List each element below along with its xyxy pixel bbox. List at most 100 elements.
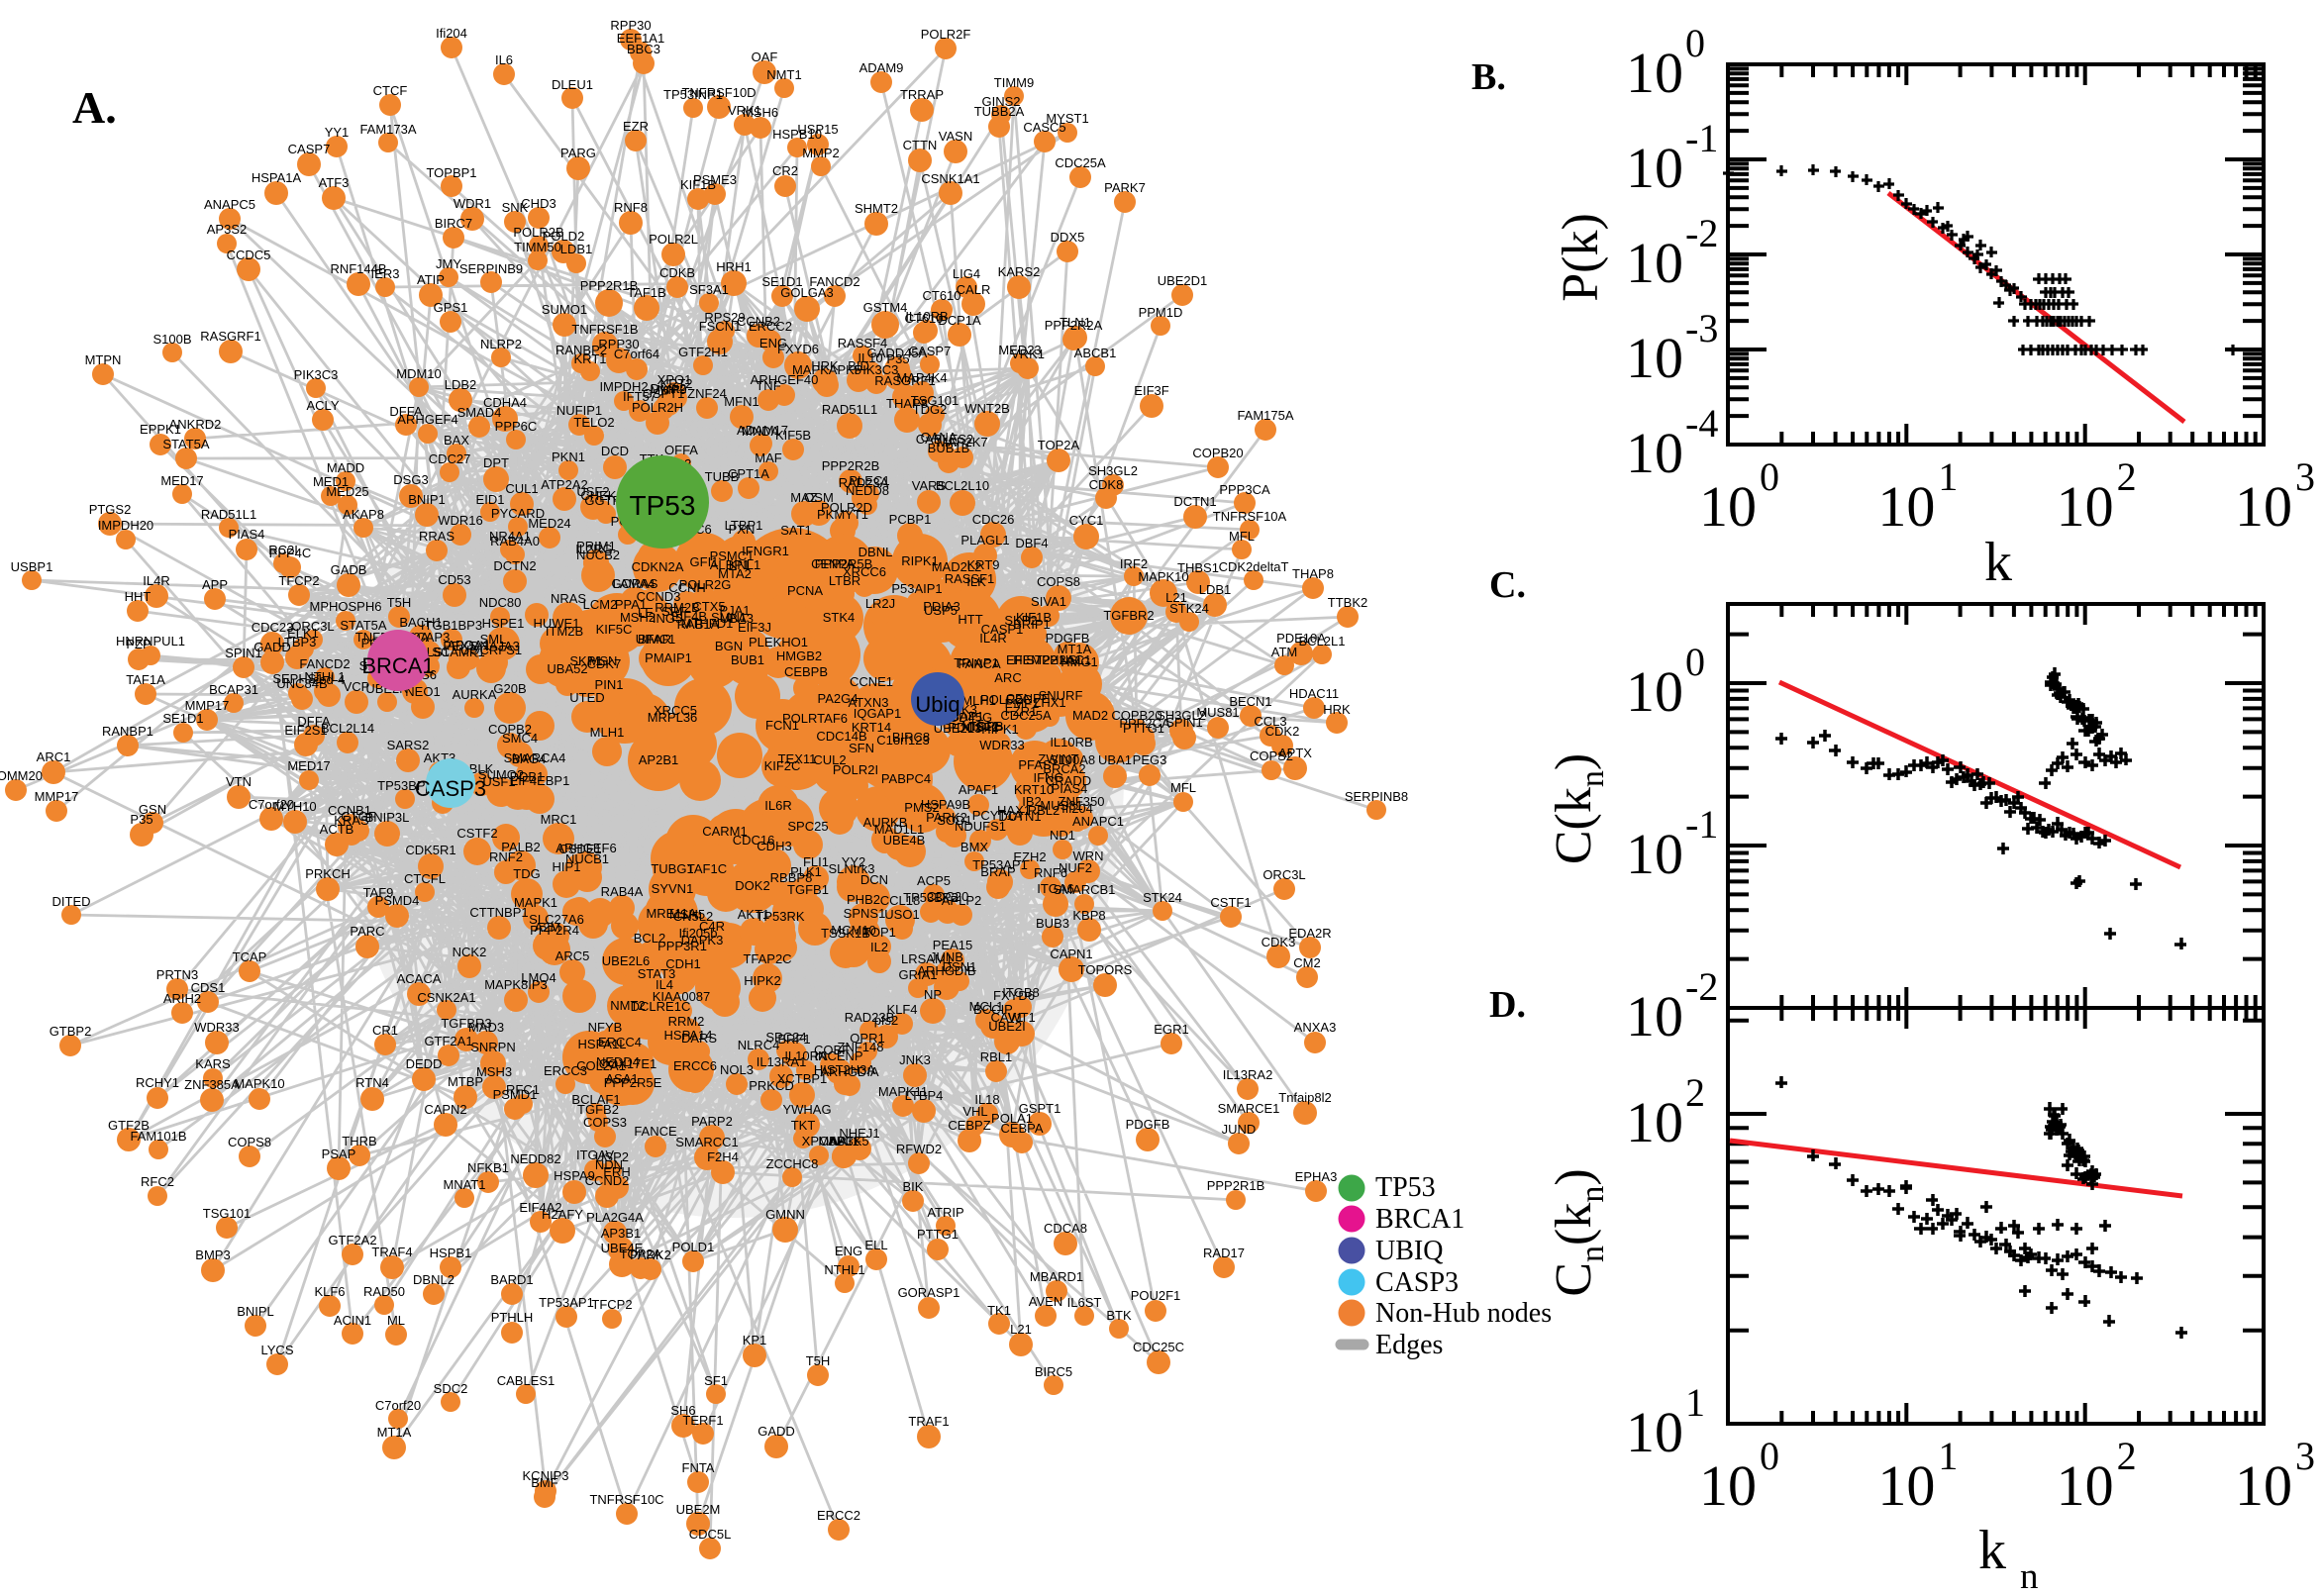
svg-text:SH6: SH6 xyxy=(670,1403,695,1418)
svg-text:KIF1B: KIF1B xyxy=(680,177,716,192)
svg-text:MAPK1: MAPK1 xyxy=(514,895,557,910)
svg-text:RASSF1: RASSF1 xyxy=(945,571,995,586)
svg-text:PDIA3: PDIA3 xyxy=(923,599,960,614)
svg-text:PA2G4: PA2G4 xyxy=(818,691,858,706)
svg-text:DFFA: DFFA xyxy=(297,714,331,729)
svg-text:CAV1: CAV1 xyxy=(991,1010,1024,1025)
svg-text:SMAD4: SMAD4 xyxy=(457,405,502,420)
svg-text:10: 10 xyxy=(1699,474,1757,539)
svg-text:SML: SML xyxy=(480,632,507,647)
svg-text:P35: P35 xyxy=(886,351,909,366)
svg-text:SERPINB9: SERPINB9 xyxy=(459,261,523,276)
svg-text:THAP8: THAP8 xyxy=(1292,566,1334,581)
svg-text:BACH1: BACH1 xyxy=(399,615,442,630)
svg-text:CDC23: CDC23 xyxy=(252,620,294,635)
svg-text:CCDC5: CCDC5 xyxy=(227,248,271,262)
svg-text:SF3A1: SF3A1 xyxy=(689,282,729,297)
svg-text:EFEMP2: EFEMP2 xyxy=(1006,652,1058,667)
svg-text:UBE2I: UBE2I xyxy=(988,1019,1026,1034)
svg-text:PPP4C: PPP4C xyxy=(269,546,312,560)
svg-text:-1: -1 xyxy=(1685,802,1718,847)
svg-text:RNF2: RNF2 xyxy=(489,849,523,864)
svg-text:HIST2H3A: HIST2H3A xyxy=(814,1062,875,1077)
svg-text:n: n xyxy=(2020,1556,2039,1596)
svg-text:MFN1: MFN1 xyxy=(724,394,758,409)
svg-text:CABLES2: CABLES2 xyxy=(916,432,974,447)
svg-text:NTHL1: NTHL1 xyxy=(304,669,345,684)
svg-text:TP53: TP53 xyxy=(1375,1172,1436,1203)
svg-text:ATRIP: ATRIP xyxy=(927,1205,963,1220)
svg-text:NUFIP1: NUFIP1 xyxy=(556,403,602,418)
svg-text:CDH3: CDH3 xyxy=(757,839,791,853)
svg-text:KRT10: KRT10 xyxy=(1014,782,1054,797)
svg-text:IMPDH2: IMPDH2 xyxy=(599,379,648,394)
svg-text:LRSAM1: LRSAM1 xyxy=(901,951,953,966)
svg-text:CDC25A: CDC25A xyxy=(1055,155,1106,170)
svg-text:VRK1: VRK1 xyxy=(1011,347,1045,361)
svg-text:FXYD6: FXYD6 xyxy=(993,988,1035,1003)
svg-text:PLAGL1: PLAGL1 xyxy=(960,533,1009,548)
svg-text:3: 3 xyxy=(2295,454,2315,499)
svg-text:CDC26: CDC26 xyxy=(972,512,1015,527)
svg-text:KCNIP3: KCNIP3 xyxy=(523,1468,569,1483)
svg-text:POLR2H: POLR2H xyxy=(632,400,683,415)
svg-text:2: 2 xyxy=(2117,1434,2137,1478)
svg-text:SIVA1: SIVA1 xyxy=(1031,594,1066,609)
svg-text:ADAM9: ADAM9 xyxy=(859,60,904,75)
svg-text:DDX5: DDX5 xyxy=(1051,230,1085,245)
svg-text:PLA2G4A: PLA2G4A xyxy=(586,1210,644,1225)
svg-text:CDK2deltaT: CDK2deltaT xyxy=(1219,559,1289,574)
svg-text:GANA: GANA xyxy=(921,430,958,445)
svg-text:SPNS1: SPNS1 xyxy=(844,906,886,921)
svg-text:P35: P35 xyxy=(130,812,152,827)
svg-text:SNK: SNK xyxy=(502,200,529,215)
svg-text:POLR2I: POLR2I xyxy=(833,762,878,777)
svg-text:hMLH1: hMLH1 xyxy=(955,693,996,708)
svg-text:CDC25C: CDC25C xyxy=(1133,1340,1184,1354)
svg-text:PPP2R2B: PPP2R2B xyxy=(822,458,880,473)
svg-text:CDC14B: CDC14B xyxy=(816,729,866,744)
svg-text:PARK2: PARK2 xyxy=(926,810,967,825)
svg-text:ARC1: ARC1 xyxy=(37,749,71,764)
svg-text:CCL3: CCL3 xyxy=(1254,714,1286,729)
svg-text:DBF4: DBF4 xyxy=(1015,536,1048,550)
svg-text:MAZ: MAZ xyxy=(790,490,818,505)
svg-text:JUND: JUND xyxy=(1222,1122,1257,1137)
svg-text:GOLGA3: GOLGA3 xyxy=(780,285,833,300)
svg-text:OSM: OSM xyxy=(804,490,834,505)
svg-text:k: k xyxy=(1984,532,2012,593)
svg-text:ERCC3: ERCC3 xyxy=(544,1063,587,1078)
svg-text:CSNK1A1: CSNK1A1 xyxy=(921,171,979,186)
svg-text:HSPA9: HSPA9 xyxy=(554,1168,595,1183)
svg-text:CT610: CT610 xyxy=(922,288,960,303)
svg-text:LR2J: LR2J xyxy=(865,596,895,611)
svg-text:TGFBR3: TGFBR3 xyxy=(441,1016,491,1031)
svg-text:MTBP: MTBP xyxy=(448,1074,483,1089)
svg-text:BMX: BMX xyxy=(960,840,989,854)
svg-text:EIF3F: EIF3F xyxy=(1134,383,1168,398)
svg-text:IL4R: IL4R xyxy=(979,631,1006,646)
svg-text:ARC5: ARC5 xyxy=(556,948,590,963)
svg-text:MCL1: MCL1 xyxy=(969,999,1004,1014)
svg-text:STAT3: STAT3 xyxy=(638,966,676,981)
svg-text:CR1: CR1 xyxy=(372,1023,398,1038)
svg-text:SFN: SFN xyxy=(849,741,874,755)
svg-text:KRT14: KRT14 xyxy=(852,720,891,735)
svg-text:APP: APP xyxy=(202,577,228,592)
svg-text:TP53INP1: TP53INP1 xyxy=(663,87,723,102)
svg-text:ACLY: ACLY xyxy=(307,398,340,413)
svg-text:P(k): P(k) xyxy=(1553,213,1609,302)
svg-text:PARC: PARC xyxy=(350,924,384,939)
svg-text:MTHFD1: MTHFD1 xyxy=(681,616,734,631)
svg-text:COPB20: COPB20 xyxy=(1192,446,1243,460)
svg-text:PXN: PXN xyxy=(729,522,756,537)
svg-text:IER3: IER3 xyxy=(371,266,400,281)
svg-text:IFNGR1: IFNGR1 xyxy=(742,544,789,558)
svg-text:KLF4: KLF4 xyxy=(886,1002,917,1017)
svg-text:Ubiq: Ubiq xyxy=(915,692,960,717)
svg-text:KRT1: KRT1 xyxy=(574,351,607,366)
svg-text:SLNtrk3: SLNtrk3 xyxy=(829,861,875,876)
svg-text:COPS3: COPS3 xyxy=(583,1115,627,1130)
svg-text:SMN1: SMN1 xyxy=(711,610,747,625)
svg-text:PCBP1: PCBP1 xyxy=(889,512,932,527)
